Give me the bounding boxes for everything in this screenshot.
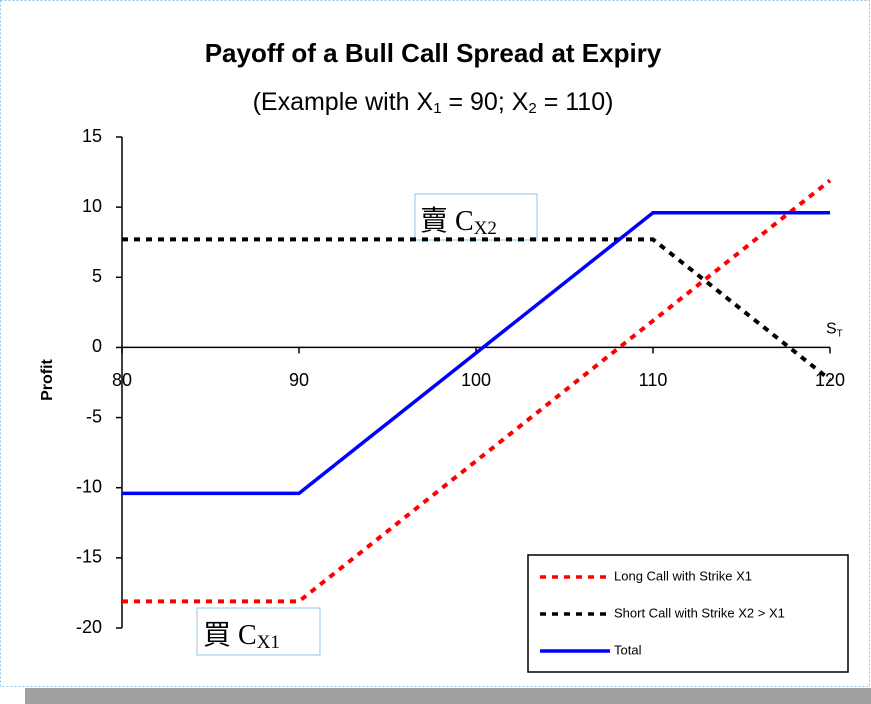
subtitle-subscript: 2 bbox=[528, 100, 536, 117]
x-axis-label: ST bbox=[826, 321, 843, 339]
annotation-box bbox=[414, 193, 538, 241]
subtitle-text: = 90; X bbox=[442, 88, 529, 116]
legend-label: Total bbox=[614, 642, 642, 657]
annotation-box bbox=[196, 607, 321, 656]
subtitle-text: = 110) bbox=[537, 88, 614, 116]
y-tick-label: 15 bbox=[82, 126, 102, 146]
x-axis-label-text: S bbox=[826, 321, 837, 338]
chart-title: Payoff of a Bull Call Spread at Expiry bbox=[205, 38, 662, 68]
annotation: 賣 CX2 bbox=[420, 205, 497, 239]
series-line bbox=[122, 211, 830, 496]
bottom-bar bbox=[25, 688, 871, 704]
subtitle-subscript: 1 bbox=[433, 100, 441, 117]
x-tick-label: 100 bbox=[461, 370, 491, 390]
y-tick-label: -20 bbox=[76, 617, 102, 637]
series-line bbox=[122, 237, 832, 382]
annotation-text: 賣 C bbox=[420, 205, 474, 237]
x-tick-label: 110 bbox=[639, 370, 668, 390]
annotation-sub: X1 bbox=[257, 632, 280, 653]
y-tick-label: 10 bbox=[82, 196, 102, 216]
annotation: 買 CX1 bbox=[203, 620, 280, 653]
annotation-text: 買 C bbox=[203, 620, 257, 651]
legend-label: Short Call with Strike X2 > X1 bbox=[614, 605, 785, 620]
x-axis-label-sub: T bbox=[837, 328, 843, 339]
x-tick-label: 90 bbox=[289, 370, 309, 390]
y-tick-label: -10 bbox=[76, 476, 102, 496]
series-line bbox=[122, 178, 832, 604]
y-tick-label: -5 bbox=[86, 406, 102, 426]
x-tick-label: 80 bbox=[112, 370, 132, 390]
y-axis-label: Profit bbox=[39, 358, 56, 400]
y-tick-label: 5 bbox=[92, 266, 102, 286]
y-tick-label: -15 bbox=[76, 547, 102, 567]
subtitle-text: (Example with X bbox=[253, 88, 434, 116]
y-tick-label: 0 bbox=[92, 336, 102, 356]
frame bbox=[0, 0, 870, 687]
legend-label: Long Call with Strike X1 bbox=[614, 568, 752, 583]
chart-subtitle: (Example with X1 = 90; X2 = 110) bbox=[253, 88, 614, 117]
annotation-sub: X2 bbox=[474, 218, 497, 239]
